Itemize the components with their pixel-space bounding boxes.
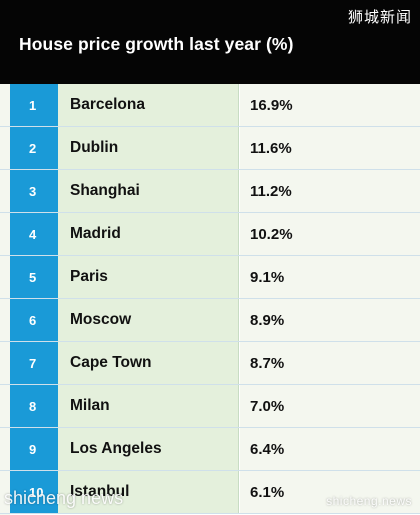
growth-value-cell: 6.1% xyxy=(240,471,420,513)
watermark-bottom-right: shicheng.news xyxy=(326,494,412,508)
table-row: 8 Milan 7.0% xyxy=(0,385,420,428)
watermark-bottom-left: shicheng news xyxy=(4,488,124,508)
city-cell: Madrid xyxy=(58,213,239,255)
rank-cell: 1 xyxy=(10,84,58,126)
city-cell: Istanbul xyxy=(58,471,239,513)
table-row: 6 Moscow 8.9% xyxy=(0,299,420,342)
growth-value-cell: 11.6% xyxy=(240,127,420,169)
watermark-top-right: 狮城新闻 xyxy=(347,8,412,26)
rank-cell: 3 xyxy=(10,170,58,212)
city-cell: Milan xyxy=(58,385,239,427)
growth-value-cell: 8.9% xyxy=(240,299,420,341)
table-row: 3 Shanghai 11.2% xyxy=(0,170,420,213)
growth-value-cell: 9.1% xyxy=(240,256,420,298)
rank-cell: 5 xyxy=(10,256,58,298)
city-cell: Dublin xyxy=(58,127,239,169)
chart-title: House price growth last year (%) xyxy=(19,34,294,54)
rank-cell: 7 xyxy=(10,342,58,384)
city-cell: Paris xyxy=(58,256,239,298)
rank-cell: 10 xyxy=(10,471,58,513)
table-row: 4 Madrid 10.2% xyxy=(0,213,420,256)
table-row: 9 Los Angeles 6.4% xyxy=(0,428,420,471)
growth-value-cell: 6.4% xyxy=(240,428,420,470)
table-row: 2 Dublin 11.6% xyxy=(0,127,420,170)
growth-value-cell: 8.7% xyxy=(240,342,420,384)
growth-value-cell: 16.9% xyxy=(240,84,420,126)
ranking-table: 1 Barcelona 16.9% 2 Dublin 11.6% 3 Shanghai 11.2… xyxy=(0,84,420,514)
rank-cell: 9 xyxy=(10,428,58,470)
rank-cell: 8 xyxy=(10,385,58,427)
growth-value-cell: 10.2% xyxy=(240,213,420,255)
table-row: 5 Paris 9.1% xyxy=(0,256,420,299)
city-cell: Cape Town xyxy=(58,342,239,384)
rank-cell: 6 xyxy=(10,299,58,341)
table-row: 7 Cape Town 8.7% xyxy=(0,342,420,385)
rank-cell: 2 xyxy=(10,127,58,169)
rank-cell: 4 xyxy=(10,213,58,255)
table-row: 10 Istanbul 6.1% xyxy=(0,471,420,514)
growth-value-cell: 11.2% xyxy=(240,170,420,212)
left-margin-strip xyxy=(0,84,10,515)
city-cell: Shanghai xyxy=(58,170,239,212)
table-row: 1 Barcelona 16.9% xyxy=(0,84,420,127)
table-header: House price growth last year (%) 狮城新闻 xyxy=(0,0,420,84)
city-cell: Barcelona xyxy=(58,84,239,126)
growth-value-cell: 7.0% xyxy=(240,385,420,427)
city-cell: Moscow xyxy=(58,299,239,341)
city-cell: Los Angeles xyxy=(58,428,239,470)
